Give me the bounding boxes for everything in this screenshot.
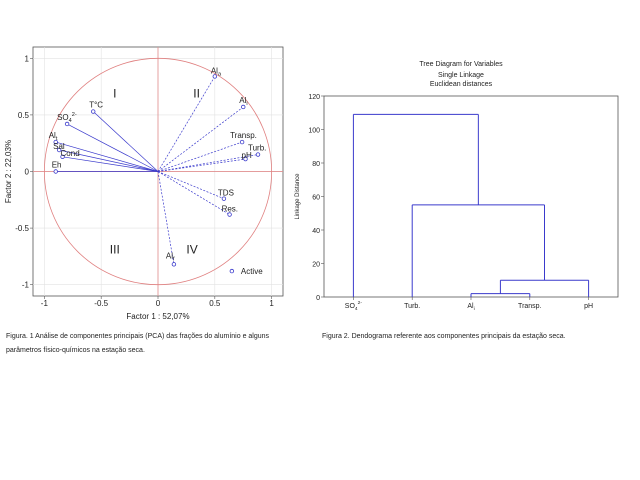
loading-vector <box>157 171 225 199</box>
dendrogram-chart: Tree Diagram for Variables Single Linkage… <box>295 61 619 312</box>
loading-vector <box>59 149 159 172</box>
loading-vector <box>62 156 159 172</box>
variable-label: Res. <box>222 205 238 214</box>
dendrogram-y-tick-label: 40 <box>312 228 320 235</box>
variable-label: T°C <box>89 101 103 110</box>
variable-point <box>243 156 248 162</box>
variable-point <box>227 212 232 217</box>
pca-x-tick-label: 0.5 <box>209 299 221 308</box>
figure-2-caption: Figura 2. Dendograma referente aos compo… <box>322 333 566 340</box>
loading-vector <box>157 158 246 172</box>
variable-point <box>64 121 70 127</box>
pca-y-tick-label: 0.5 <box>18 111 30 120</box>
loading-vector <box>157 76 216 172</box>
dendrogram-leaf-label: Ali <box>467 303 474 312</box>
dendrogram-subtitle: Euclidean distances <box>430 81 493 88</box>
variable-label: SO42- <box>57 112 77 124</box>
variable-label: Alt <box>49 131 58 142</box>
variable-label: Transp. <box>230 131 257 140</box>
variable-label: Ali <box>239 96 247 107</box>
variable-label: Ala <box>211 66 222 77</box>
variable-label: Sal <box>53 142 65 151</box>
dendrogram-y-axis-title: Linkage Distance <box>295 173 301 220</box>
pca-x-tick-label: -0.5 <box>94 299 108 308</box>
loading-vector <box>157 154 259 172</box>
variable-point <box>221 196 227 201</box>
quadrant-label: IV <box>186 242 197 256</box>
variable-label: pH <box>242 151 252 160</box>
legend-label: Active <box>241 267 263 276</box>
dendrogram-plot-frame <box>323 95 619 298</box>
dendrogram-leaf-label: pH <box>584 303 593 310</box>
dendrogram-leaf-label: Transp. <box>518 303 542 310</box>
pca-y-tick-label: -0.5 <box>15 224 29 233</box>
dendrogram-y-tick-label: 80 <box>312 161 320 168</box>
dendrogram-title: Tree Diagram for Variables <box>419 61 503 68</box>
variable-point <box>171 262 177 267</box>
dendrogram-leaf-label: Turb. <box>404 303 420 310</box>
variable-point <box>56 147 62 153</box>
dendrogram-leaf-label: SO42- <box>345 300 363 312</box>
quadrant-label: III <box>110 242 120 256</box>
dendrogram-subtitle: Single Linkage <box>438 72 484 79</box>
variable-point <box>53 139 58 145</box>
figure-1-caption: Figura. 1 Análise de componentes princip… <box>6 333 270 354</box>
pca-y-axis-title: Factor 2 : 22,03% <box>4 140 13 203</box>
variable-point <box>239 139 245 145</box>
loading-vector <box>92 111 159 172</box>
pca-x-axis-title: Factor 1 : 52,07% <box>126 312 189 321</box>
loading-vector <box>157 106 244 172</box>
dendrogram-y-tick-label: 60 <box>312 195 320 202</box>
pca-y-tick-label: 0 <box>25 168 30 177</box>
variable-point <box>91 109 96 114</box>
variable-label: Turb. <box>248 144 266 153</box>
dendrogram-y-tick-label: 20 <box>312 262 320 269</box>
pca-y-tick-label: 1 <box>25 54 30 63</box>
loading-vector <box>157 171 175 265</box>
dendrogram-y-tick-label: 0 <box>316 295 320 302</box>
pca-y-tick-label: -1 <box>22 281 30 290</box>
variable-point <box>255 152 261 157</box>
dendrogram-y-tick-label: 100 <box>308 128 320 135</box>
loading-vector <box>55 141 159 172</box>
variable-label: Alf <box>166 251 175 262</box>
quadrant-label: II <box>193 86 200 100</box>
variable-point <box>212 74 218 79</box>
quadrant-label: I <box>113 86 116 100</box>
variable-label: TDS <box>218 189 234 198</box>
legend-marker <box>229 268 235 274</box>
loading-vector <box>157 141 243 172</box>
variable-point <box>53 169 58 174</box>
pca-x-tick-label: 1 <box>269 299 274 308</box>
variable-label: Eh <box>52 161 62 170</box>
dendrogram-y-tick-label: 120 <box>308 94 320 101</box>
variable-label: Cond <box>61 149 80 158</box>
pca-x-tick-label: -1 <box>41 299 49 308</box>
variable-point <box>241 104 246 110</box>
variable-point <box>60 154 65 159</box>
pca-x-tick-label: 0 <box>156 299 161 308</box>
loading-vector <box>66 123 159 172</box>
